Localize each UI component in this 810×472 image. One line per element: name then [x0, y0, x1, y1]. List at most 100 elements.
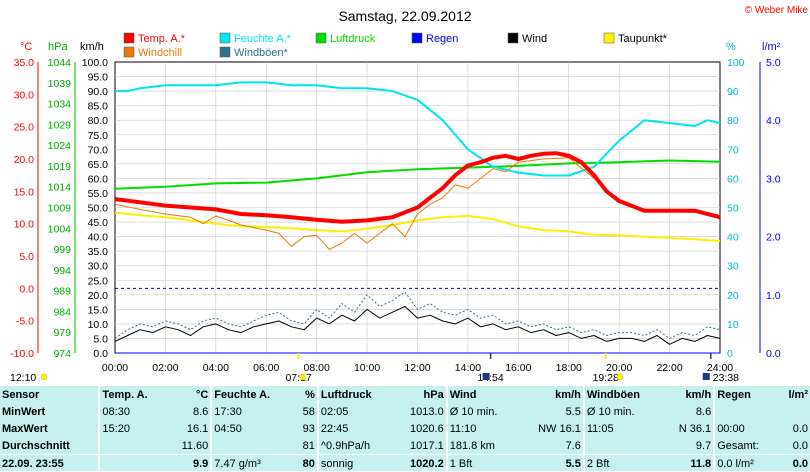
pressure-tick-label: 979	[53, 327, 71, 339]
marker-time-label: 07:17	[285, 372, 311, 384]
wind-tick-label: 5.0	[93, 333, 108, 345]
temp-tick-label: -10.0	[10, 348, 34, 360]
humidity-tick-label: 80	[727, 115, 739, 127]
stats-cell: 04:50	[211, 420, 294, 437]
pressure-tick-label: 1039	[48, 78, 72, 90]
stats-cell: 8.6	[168, 403, 211, 420]
wind-tick-label: 50.0	[88, 203, 109, 215]
legend-swatch	[412, 33, 422, 43]
stats-cell: Feuchte A.	[211, 386, 294, 403]
legend-label: Temp. A.*	[138, 33, 186, 45]
stats-cell: 81	[294, 437, 318, 455]
stats-cell: 9.9	[168, 455, 211, 472]
wind-tick-label: 25.0	[88, 275, 109, 287]
wind-tick-label: 20.0	[88, 290, 109, 302]
legend-swatch	[508, 33, 518, 43]
wind-tick-label: 85.0	[88, 101, 109, 113]
wind-axis-unit: km/h	[80, 41, 104, 53]
humidity-tick-label: 100	[727, 57, 745, 69]
temp-tick-label: 20.0	[14, 154, 35, 166]
wind-tick-label: 100.0	[82, 57, 108, 69]
stats-cell: 0.0 l/m²	[714, 455, 778, 472]
stats-row-label: 22.09. 23:55	[0, 455, 99, 472]
temp-tick-label: 5.0	[19, 251, 34, 263]
stats-cell: 58	[294, 403, 318, 420]
temp-axis-unit: °C	[20, 41, 32, 53]
legend-label: Windböen*	[234, 47, 289, 59]
marker-time-label: 14:54	[477, 372, 503, 384]
rain-tick-label: 2.0	[766, 232, 781, 244]
x-tick-label: 10:00	[354, 362, 380, 374]
moon-icon	[703, 373, 710, 380]
temp-tick-label: 25.0	[14, 122, 35, 134]
humidity-tick-label: 20	[727, 290, 739, 302]
stats-cell: Luftdruck	[318, 386, 394, 403]
wind-tick-label: 95.0	[88, 72, 109, 84]
stats-cell: °C	[168, 386, 211, 403]
stats-cell: 02:05	[318, 403, 394, 420]
sun-icon	[41, 374, 47, 380]
pressure-tick-label: 1034	[48, 99, 72, 111]
temp-tick-label: 30.0	[14, 89, 35, 101]
pressure-tick-label: 1019	[48, 161, 72, 173]
pressure-tick-label: 1024	[48, 140, 72, 152]
stats-cell: hPa	[394, 386, 447, 403]
temp-tick-label: 10.0	[14, 219, 35, 231]
stats-cell: 1013.0	[394, 403, 447, 420]
wind-tick-label: 0.0	[93, 348, 108, 360]
x-tick-label: 04:00	[203, 362, 229, 374]
legend-swatch	[604, 33, 614, 43]
pressure-tick-label: 1044	[48, 57, 72, 69]
x-tick-label: 22:00	[656, 362, 682, 374]
temp-tick-label: -5.0	[16, 316, 34, 328]
stats-cell: 7.47 g/m³	[211, 455, 294, 472]
stats-cell: 0.0	[778, 420, 810, 437]
humidity-tick-label: 70	[727, 144, 739, 156]
rain-tick-label: 1.0	[766, 290, 781, 302]
wind-tick-label: 55.0	[88, 188, 109, 200]
wind-tick-label: 70.0	[88, 144, 109, 156]
wind-tick-label: 90.0	[88, 86, 109, 98]
stats-cell: ^0.9hPa/h	[318, 437, 394, 455]
chart-title: Samstag, 22.09.2012	[338, 8, 471, 24]
copyright-label: © Weber Mike	[745, 5, 809, 16]
stats-cell	[99, 437, 168, 455]
stats-cell: Temp. A.	[99, 386, 168, 403]
stats-cell: NW 16.1	[519, 420, 584, 437]
stats-row-label: MaxWert	[0, 420, 99, 437]
rain-tick-label: 3.0	[766, 173, 781, 185]
stats-cell: 11.60	[168, 437, 211, 455]
wind-tick-label: 75.0	[88, 130, 109, 142]
stats-cell: 11:10	[447, 420, 519, 437]
marker-time-label: 12:10	[10, 372, 36, 384]
weather-chart: Samstag, 22.09.2012 © Weber Mike Temp. A…	[0, 0, 810, 386]
x-tick-label: 06:00	[253, 362, 279, 374]
x-tick-label: 12:00	[404, 362, 430, 374]
wind-tick-label: 15.0	[88, 304, 109, 316]
stats-cell: Regen	[714, 386, 778, 403]
pressure-tick-label: 994	[53, 265, 71, 277]
stats-cell: 9.7	[663, 437, 714, 455]
pressure-tick-label: 1004	[48, 223, 72, 235]
stats-cell	[584, 437, 663, 455]
stats-cell: 93	[294, 420, 318, 437]
legend-swatch	[124, 47, 134, 57]
stats-cell: 0.0	[778, 455, 810, 472]
legend-label: Feuchte A.*	[234, 33, 292, 45]
stats-cell	[99, 455, 168, 472]
stats-cell: Gesamt:	[714, 437, 778, 455]
rain-tick-label: 5.0	[766, 57, 781, 69]
x-tick-label: 16:00	[505, 362, 531, 374]
humidity-tick-label: 30	[727, 261, 739, 273]
sunrise-icon	[300, 374, 306, 380]
legend-swatch	[124, 33, 134, 43]
x-tick-label: 18:00	[556, 362, 582, 374]
stats-cell: km/h	[663, 386, 714, 403]
stats-cell: 0.0	[778, 437, 810, 455]
legend-swatch	[316, 33, 326, 43]
pressure-tick-label: 1029	[48, 119, 72, 131]
stats-cell: sonnig	[318, 455, 394, 472]
